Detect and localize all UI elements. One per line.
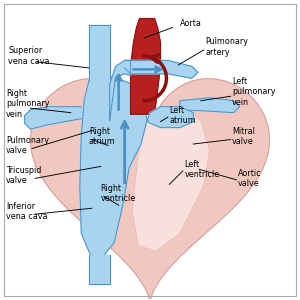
Polygon shape (124, 60, 198, 78)
Polygon shape (132, 108, 210, 251)
Text: Left
pulmonary
vein: Left pulmonary vein (232, 77, 276, 107)
Polygon shape (25, 107, 81, 129)
Polygon shape (89, 254, 110, 284)
Text: Aorta: Aorta (180, 19, 202, 28)
Text: Left
atrium: Left atrium (169, 106, 196, 125)
Polygon shape (180, 98, 240, 113)
Polygon shape (147, 107, 193, 128)
Text: Tricuspid
valve: Tricuspid valve (6, 166, 41, 185)
Text: Mitral
valve: Mitral valve (232, 127, 255, 146)
Polygon shape (130, 19, 160, 114)
Polygon shape (89, 25, 110, 81)
Text: Right
atrium: Right atrium (89, 127, 116, 146)
Text: Aortic
valve: Aortic valve (238, 169, 262, 188)
Polygon shape (31, 79, 269, 300)
Text: Pulmonary
valve: Pulmonary valve (6, 136, 49, 155)
Text: Right
ventricle: Right ventricle (101, 184, 136, 203)
Polygon shape (110, 60, 130, 120)
Text: Superior
vena cava: Superior vena cava (8, 46, 50, 66)
Text: Pulmonary
artery: Pulmonary artery (205, 37, 248, 57)
Text: Left
ventricle: Left ventricle (184, 160, 220, 179)
Text: Right
pulmonary
vein: Right pulmonary vein (6, 89, 50, 118)
Text: Inferior
vena cava: Inferior vena cava (6, 202, 48, 221)
Polygon shape (80, 77, 147, 257)
